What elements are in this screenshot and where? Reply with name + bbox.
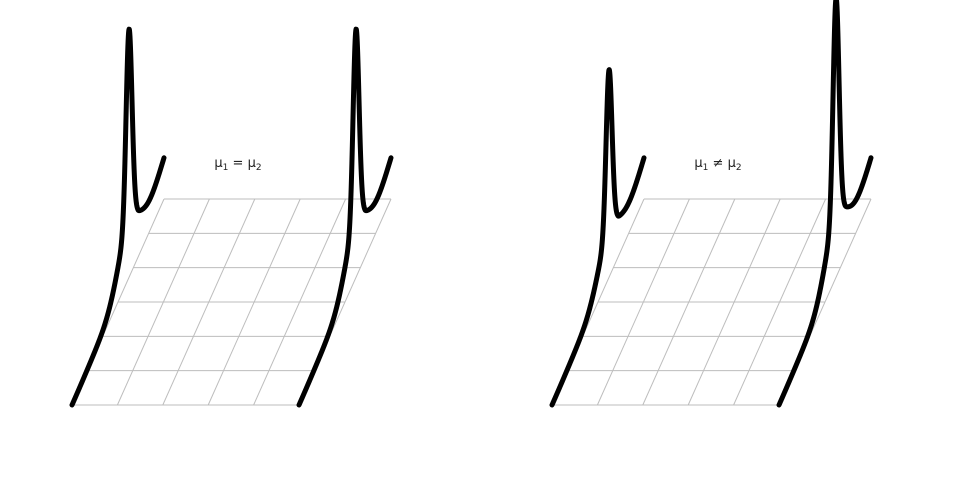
- relation-symbol: =: [228, 156, 248, 171]
- relation-symbol: ≠: [708, 156, 728, 171]
- mu-symbol: μ: [247, 156, 256, 171]
- grid-column-line: [733, 198, 827, 406]
- grid-plane: [71, 198, 392, 406]
- subscript-1: 1: [702, 163, 709, 173]
- unequal-means-label: μ1 ≠ μ2: [694, 156, 741, 173]
- panel-equal-means-plot: [69, 26, 394, 408]
- mu-symbol: μ: [694, 156, 703, 171]
- density-curve-1: [69, 26, 167, 408]
- grid-column-line: [596, 198, 690, 406]
- equal-means-label: μ1 = μ2: [214, 156, 261, 173]
- mu-symbol: μ: [214, 156, 223, 171]
- subscript-2: 2: [255, 163, 262, 173]
- panel-unequal-means-plot: [549, 0, 874, 408]
- subscript-1: 1: [222, 163, 229, 173]
- grid-plane: [551, 198, 872, 406]
- density-curves: [549, 0, 874, 408]
- grid-column-line: [687, 198, 781, 406]
- density-curve-2: [296, 26, 394, 408]
- density-curves: [69, 26, 394, 408]
- mu-symbol: μ: [727, 156, 736, 171]
- grid-column-line: [207, 198, 301, 406]
- grid-column-line: [116, 198, 210, 406]
- grid-column-line: [642, 198, 736, 406]
- density-curve-2: [776, 0, 874, 408]
- subscript-2: 2: [735, 163, 742, 173]
- grid-column-line: [162, 198, 256, 406]
- panel-unequal-means: μ1 ≠ μ2: [480, 0, 960, 479]
- grid-column-line: [253, 198, 347, 406]
- density-curve-1: [549, 67, 647, 408]
- panel-equal-means: μ1 = μ2: [69, 26, 394, 408]
